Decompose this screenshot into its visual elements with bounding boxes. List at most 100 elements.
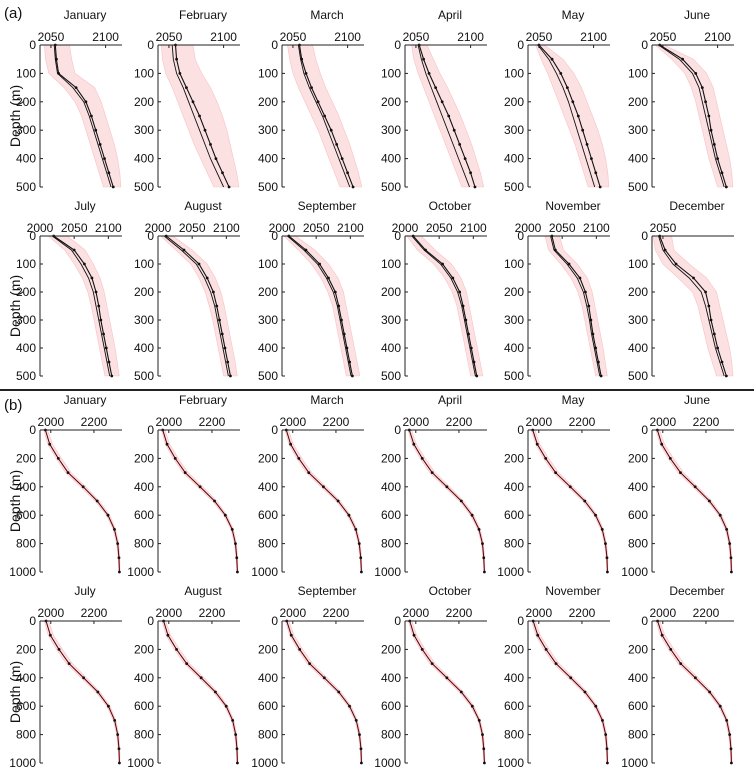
data-point (340, 318, 343, 322)
data-point (571, 100, 575, 104)
y-tick-label: 800 (258, 728, 278, 742)
data-point (99, 318, 103, 322)
range-band (283, 235, 361, 377)
data-point (229, 374, 232, 378)
data-point (568, 485, 572, 489)
data-point (447, 114, 451, 118)
data-point (337, 690, 341, 694)
y-tick-label: 0 (29, 229, 36, 243)
data-point (600, 528, 604, 531)
range-band (544, 235, 608, 377)
range-band (655, 620, 733, 764)
data-point (223, 513, 227, 517)
data-point (663, 248, 667, 252)
data-point (329, 128, 333, 132)
data-point (567, 262, 571, 266)
data-point (660, 442, 664, 446)
x-tick-label: 2100 (337, 221, 364, 235)
data-point (235, 556, 239, 560)
x-tick-label: 2050 (526, 30, 553, 44)
subplot-december: 2000 2200 0 200 400 600 800 1000 December (621, 584, 734, 770)
range-band (43, 429, 121, 573)
data-point (298, 648, 302, 651)
data-point (345, 346, 349, 350)
data-point (725, 528, 729, 531)
data-point (716, 157, 719, 161)
x-tick-label: 2100 (92, 30, 119, 44)
data-point (89, 114, 93, 118)
profile-line-2 (537, 44, 596, 188)
data-point (584, 290, 587, 294)
y-tick-label: 400 (628, 152, 648, 166)
x-tick-label: 2000 (27, 221, 54, 235)
subplot-september: 2000 2200 0 200 400 600 800 1000 September (251, 584, 364, 770)
x-tick-label: 2050 (61, 221, 88, 235)
y-tick-label: 400 (258, 341, 278, 355)
y-tick-label: 400 (381, 341, 401, 355)
data-point (430, 662, 434, 665)
data-point (82, 676, 85, 680)
y-tick-label: 1000 (127, 565, 154, 579)
data-point (221, 171, 224, 175)
y-tick-label: 0 (147, 423, 154, 437)
y-tick-label: 800 (628, 537, 648, 551)
y-tick-label: 600 (258, 508, 278, 522)
subplot-title: August (184, 199, 222, 213)
y-tick-label: 500 (16, 180, 36, 194)
data-point (483, 570, 486, 574)
data-point (213, 499, 216, 503)
y-tick-label: 400 (258, 671, 278, 685)
data-point (94, 290, 98, 294)
y-tick-label: 300 (16, 123, 36, 137)
data-point (102, 332, 105, 336)
subplot-title: June (684, 8, 710, 22)
y-tick-label: 200 (381, 451, 401, 465)
y-tick-label: 0 (641, 229, 648, 243)
x-tick-label: 2000 (402, 606, 429, 620)
y-tick-label: 200 (134, 285, 154, 299)
y-tick-label: 600 (381, 699, 401, 713)
y-tick-label: 600 (381, 508, 401, 522)
subplot-title: January (64, 8, 107, 22)
y-tick-label: 600 (504, 508, 524, 522)
x-tick-label: 2050 (38, 30, 65, 44)
subplot-september: 2000 2050 2100 0 100 200 300 400 500 September (258, 199, 364, 383)
data-point (565, 86, 569, 89)
x-tick-label: 2000 (525, 415, 552, 429)
data-point (716, 346, 719, 350)
data-point (587, 304, 591, 308)
data-point (322, 676, 326, 680)
y-tick-label: 1000 (127, 756, 154, 770)
y-tick-label: 800 (134, 728, 154, 742)
data-point (598, 185, 602, 189)
data-point (692, 276, 695, 280)
x-tick-label: 2100 (213, 221, 240, 235)
y-tick-label: 0 (641, 423, 648, 437)
data-point (165, 442, 169, 446)
data-point (359, 556, 363, 560)
y-tick-label: 1000 (497, 565, 524, 579)
x-tick-label: 2200 (199, 415, 226, 429)
y-tick-label: 200 (504, 95, 524, 109)
data-point (211, 290, 215, 294)
subplot-april: 2050 2100 0 100 200 300 400 500 April (381, 8, 487, 194)
y-tick-label: 400 (381, 671, 401, 685)
data-point (583, 690, 587, 694)
data-point (110, 374, 114, 378)
x-tick-label: 2050 (403, 30, 430, 44)
y-tick-label: 100 (16, 66, 36, 80)
y-tick-label: 400 (381, 152, 401, 166)
y-tick-label: 0 (394, 614, 401, 628)
y-tick-label: 600 (628, 508, 648, 522)
data-point (463, 157, 467, 161)
data-point (327, 276, 330, 280)
data-point (693, 485, 697, 489)
section-divider (0, 389, 754, 391)
data-point (84, 100, 88, 104)
y-tick-label: 200 (258, 642, 278, 656)
data-point (679, 662, 683, 665)
data-point (183, 471, 187, 474)
data-point (708, 499, 711, 503)
data-point (199, 676, 203, 680)
